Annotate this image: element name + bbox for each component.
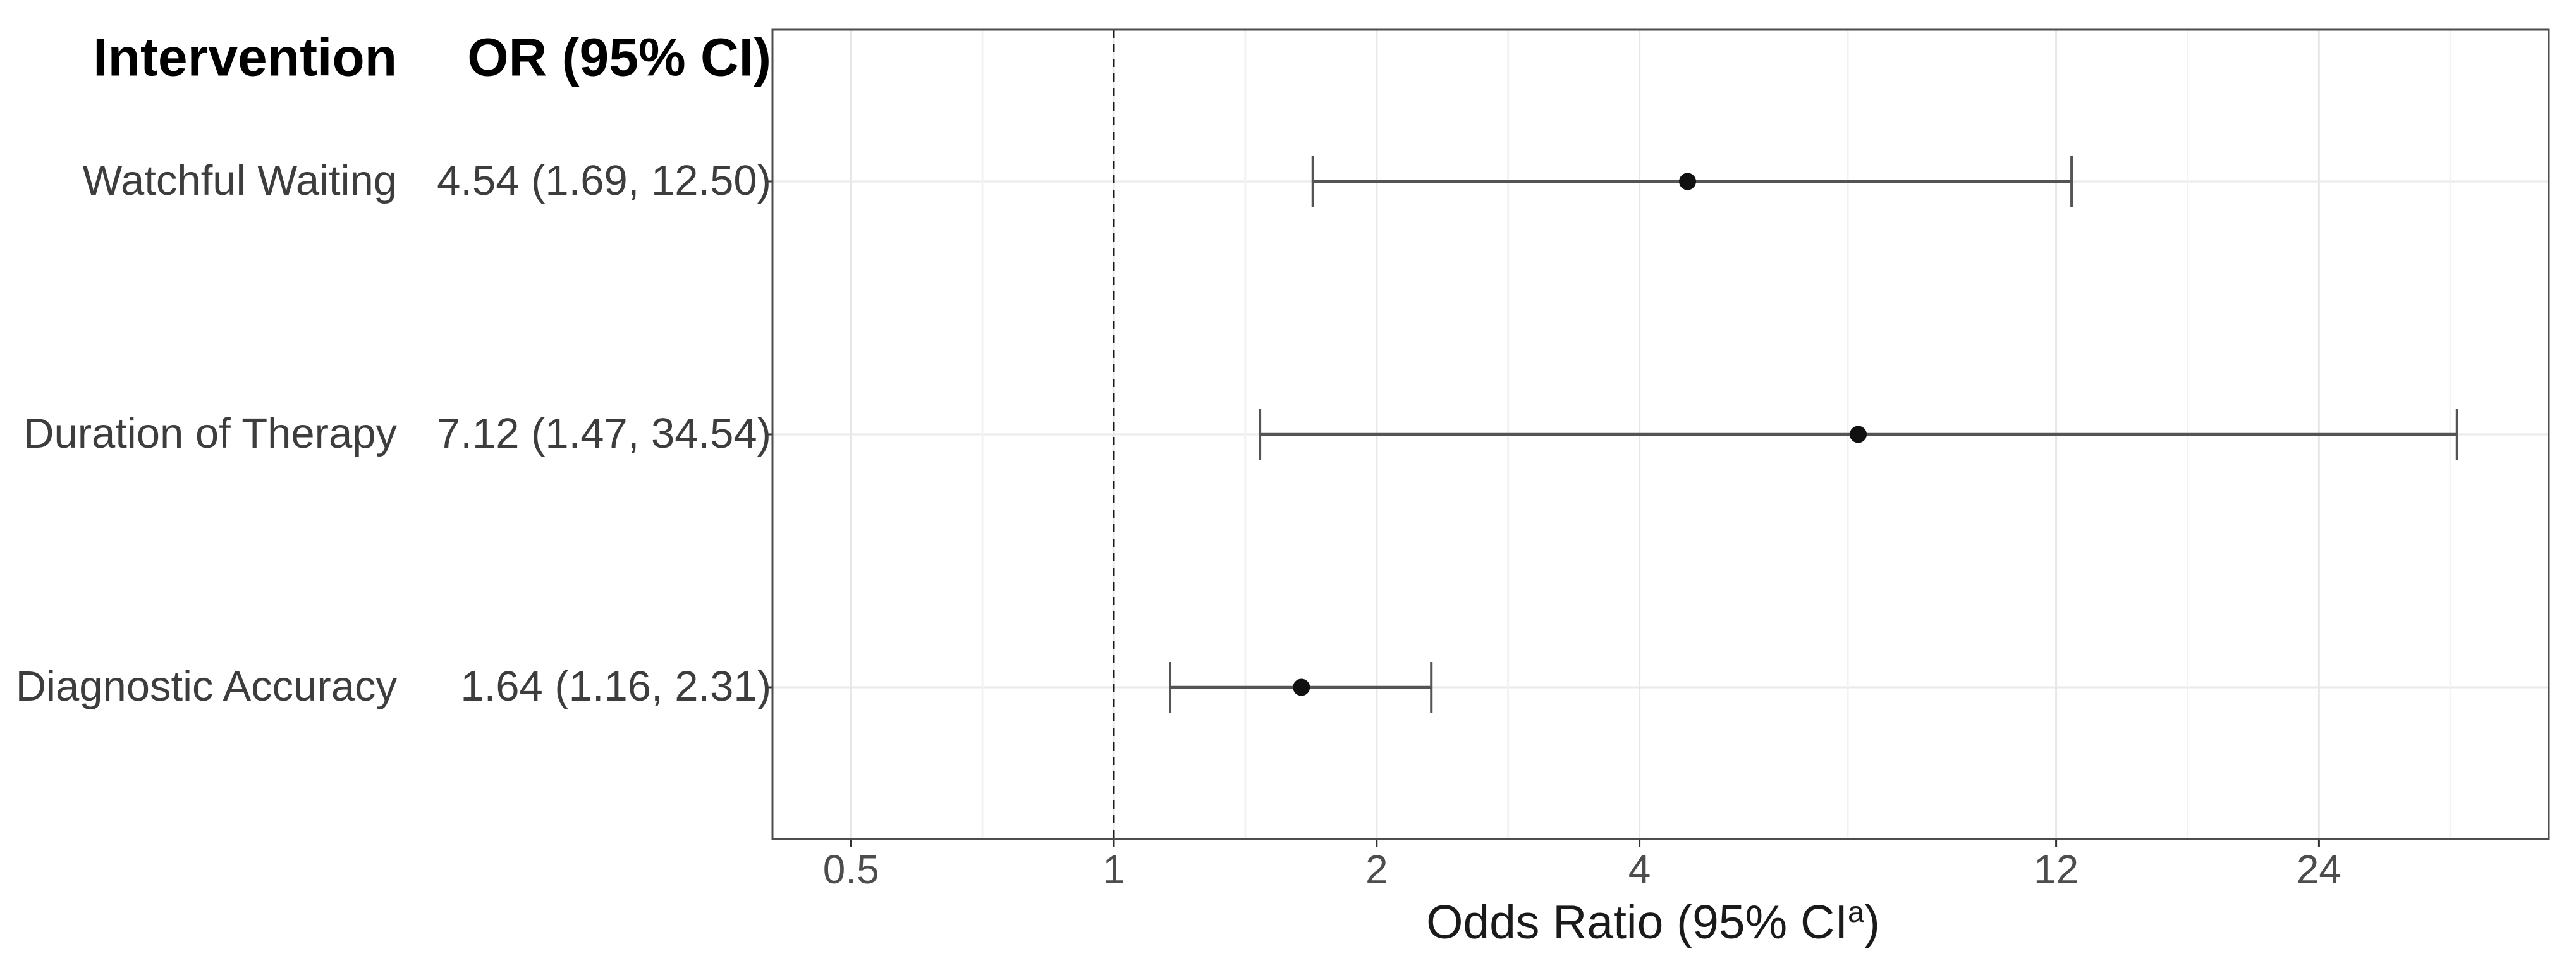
- x-axis-tick-label: 2: [1365, 847, 1388, 892]
- x-axis-tick-label: 24: [2296, 847, 2341, 892]
- x-axis-title-text: Odds Ratio (95% CI: [1426, 895, 1848, 948]
- x-axis-tick-label: 0.5: [822, 847, 879, 892]
- x-axis-title: Odds Ratio (95% CIa): [1426, 895, 1880, 949]
- intervention-label: Watchful Waiting: [82, 156, 397, 204]
- x-axis-tick-label: 1: [1102, 847, 1125, 892]
- x-axis-tick-label: 4: [1628, 847, 1651, 892]
- x-axis-tick-label: 12: [2034, 847, 2079, 892]
- point-estimate: [1293, 678, 1310, 696]
- intervention-label: Duration of Therapy: [23, 409, 397, 457]
- or-ci-value: 4.54 (1.69, 12.50): [437, 156, 771, 204]
- point-estimate: [1849, 426, 1867, 443]
- or-ci-value: 1.64 (1.16, 2.31): [460, 662, 771, 710]
- column-header-or-ci: OR (95% CI): [467, 27, 771, 87]
- x-axis-title-close-paren: ): [1864, 895, 1880, 948]
- or-ci-value: 7.12 (1.47, 34.54): [437, 409, 771, 457]
- point-estimate: [1679, 173, 1697, 190]
- x-axis-title-superscript: a: [1848, 895, 1864, 929]
- intervention-label: Diagnostic Accuracy: [15, 662, 397, 710]
- panel-border: [771, 28, 2550, 840]
- column-header-intervention: Intervention: [93, 27, 397, 87]
